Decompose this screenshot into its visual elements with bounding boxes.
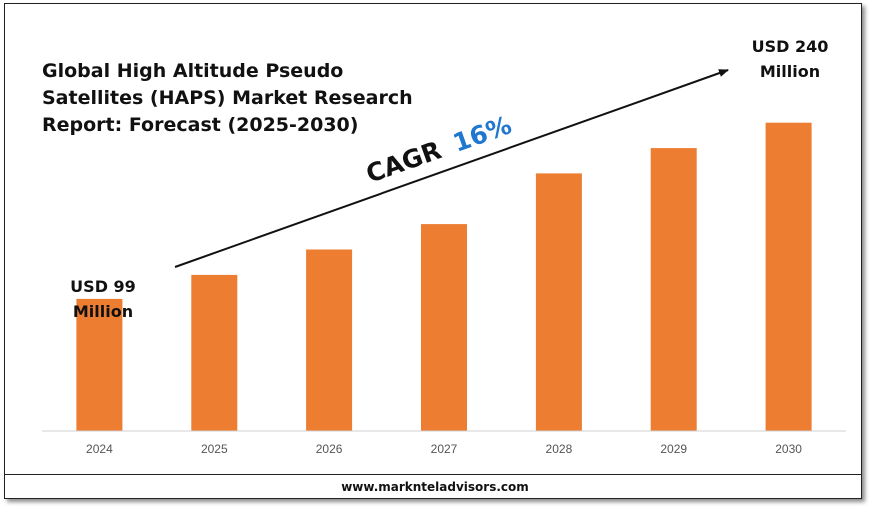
bar-2026 [306,249,353,431]
footer-website: www.marknteladvisors.com [341,480,529,494]
x-tick-label-2025: 2025 [201,442,228,456]
x-tick-label-2026: 2026 [316,442,343,456]
bar-2027 [421,224,467,431]
end-value-label-line2: Million [760,62,820,81]
cagr-label: CAGR [362,135,445,188]
end-value-label-line1: USD 240 [752,37,829,56]
cagr-annotation: CAGR 16% [362,110,515,188]
x-tick-label-2030: 2030 [775,442,802,456]
bar-2025 [191,274,238,432]
bar-2024 [76,298,123,431]
chart-title: Global High Altitude Pseudo Satellites (… [42,60,413,136]
x-tick-label-2029: 2029 [660,442,687,456]
x-tick-label-2028: 2028 [546,442,573,456]
bar-2029 [650,148,697,431]
x-tick-label-2024: 2024 [86,442,113,456]
x-tick-label-2027: 2027 [431,442,458,456]
footer-divider [4,474,862,475]
cagr-trend-arrow [174,69,729,268]
start-value-label-line1: USD 99 [70,277,136,296]
bar-2028 [535,173,582,431]
bar-2030 [765,122,812,431]
cagr-value: 16% [449,110,515,157]
start-value-label-line2: Million [73,302,133,321]
